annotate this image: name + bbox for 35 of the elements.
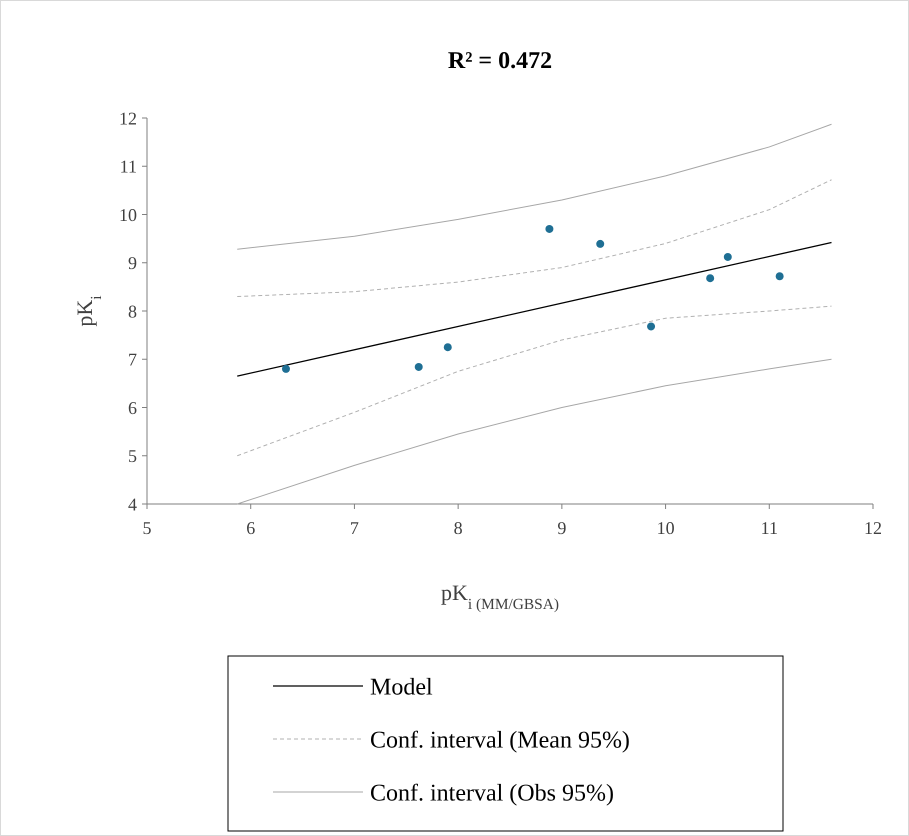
legend-label: Conf. interval (Obs 95%) <box>370 780 614 806</box>
y-tick-label: 8 <box>128 301 137 322</box>
x-tick-label: 5 <box>142 518 152 538</box>
line-series <box>236 179 832 298</box>
x-axis-title: pK$_{i (MM/GBSA)}$ <box>441 580 559 612</box>
line-series <box>236 124 832 250</box>
y-tick-label: 7 <box>128 350 137 370</box>
point <box>545 224 554 233</box>
point <box>596 240 604 248</box>
y-tick-label: 4 <box>128 494 137 514</box>
point <box>647 322 656 330</box>
legend-label: Model <box>370 674 433 700</box>
x-tick-label: 8 <box>454 518 463 538</box>
x-tick-label: 7 <box>350 518 359 538</box>
point <box>282 364 290 373</box>
y-tick-label: 10 <box>119 204 137 225</box>
line-series <box>236 358 832 504</box>
chart-title: R² = 0.472 <box>448 48 552 74</box>
point <box>706 274 714 282</box>
y-tick-label: 11 <box>120 156 137 177</box>
y-tick-label: 12 <box>119 108 137 128</box>
point <box>414 362 423 371</box>
x-tick-label: 11 <box>760 518 778 538</box>
point <box>724 252 732 261</box>
y-tick-label: 5 <box>128 446 137 466</box>
x-tick-label: 6 <box>246 518 256 538</box>
y-tick-label: 6 <box>128 398 137 418</box>
x-tick-label: 10 <box>656 518 675 538</box>
point <box>776 272 784 280</box>
x-tick-label: 9 <box>557 518 566 538</box>
y-tick-label: 9 <box>128 253 137 274</box>
legend-label: Conf. interval (Mean 95%) <box>370 727 630 754</box>
point <box>444 343 452 352</box>
x-tick-label: 12 <box>864 518 882 538</box>
line-series <box>236 306 832 456</box>
